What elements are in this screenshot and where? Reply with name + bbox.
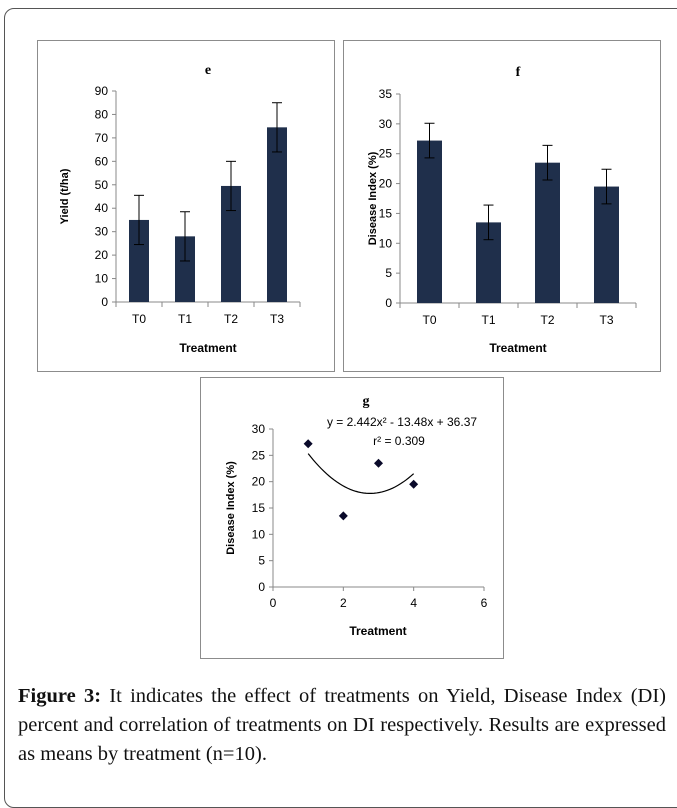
x-tick-label: T2 <box>540 313 554 327</box>
y-tick-label: 20 <box>95 248 109 262</box>
x-tick-label: 6 <box>481 596 488 610</box>
data-point <box>338 511 348 521</box>
y-tick-label: 0 <box>385 296 392 310</box>
y-tick-label: 0 <box>101 295 108 309</box>
disease-index-bar-chart: f 0 5 10 15 20 25 30 35 T0 T1 T2 T3 Treatment Disease … <box>367 65 637 355</box>
y-tick-label: 50 <box>95 178 109 192</box>
bar-t3 <box>594 186 619 303</box>
y-tick-label: 35 <box>379 87 393 101</box>
y-tick-label: 90 <box>95 84 109 98</box>
x-tick-label: T1 <box>481 313 495 327</box>
y-tick-label: 30 <box>252 422 266 436</box>
y-tick-label: 10 <box>379 236 393 250</box>
y-tick-label: 70 <box>95 131 109 145</box>
chart-title: e <box>205 63 211 78</box>
bar-t2 <box>535 162 560 303</box>
data-point <box>303 439 313 449</box>
data-point <box>409 479 419 489</box>
y-axis-label: Disease Index (%) <box>225 461 237 555</box>
x-tick-label: 2 <box>340 596 347 610</box>
x-tick-label: T0 <box>422 313 436 327</box>
x-tick-label: T1 <box>178 312 192 326</box>
chart-panel-f: f 0 5 10 15 20 25 30 35 T0 T1 T2 T3 Treatment Disease … <box>343 40 661 372</box>
y-tick-label: 20 <box>252 475 266 489</box>
y-tick-label: 40 <box>95 201 109 215</box>
yield-bar-chart: e 0 10 20 30 40 50 60 70 80 90 T0 T1 T2 T3 Treatment Yie… <box>59 63 301 355</box>
x-tick-label: T0 <box>132 312 146 326</box>
r-squared-label: r² = 0.309 <box>373 434 425 448</box>
trendline <box>307 453 415 495</box>
y-tick-label: 5 <box>258 554 265 568</box>
y-tick-label: 60 <box>95 154 109 168</box>
y-tick-label: 10 <box>95 272 109 286</box>
bar-t3 <box>267 127 287 302</box>
bar-t0 <box>129 219 149 302</box>
disease-index-scatter-chart: g 0 5 10 15 20 25 30 0 2 4 6 y = 2.442x² - 13.48x + … <box>225 394 488 638</box>
x-axis-label: Treatment <box>489 341 546 355</box>
y-tick-label: 20 <box>379 177 393 191</box>
x-axis-label: Treatment <box>349 624 406 638</box>
y-tick-label: 10 <box>252 527 266 541</box>
y-axis-label: Disease Index (%) <box>367 151 379 245</box>
y-tick-label: 80 <box>95 107 109 121</box>
bar-t1 <box>175 236 195 302</box>
y-tick-label: 5 <box>385 266 392 280</box>
figure-caption: Figure 3: It indicates the effect of tre… <box>18 682 666 769</box>
y-axis-label: Yield (t/ha) <box>59 168 71 224</box>
y-tick-label: 30 <box>95 225 109 239</box>
x-tick-label: T3 <box>270 312 284 326</box>
bar-t0 <box>417 140 442 303</box>
data-point <box>374 458 383 468</box>
y-tick-label: 25 <box>379 147 393 161</box>
trendline-equation: y = 2.442x² - 13.48x + 36.37 <box>327 415 477 429</box>
bar-t2 <box>221 185 241 302</box>
x-tick-label: 4 <box>410 596 417 610</box>
chart-panel-e: e 0 10 20 30 40 50 60 70 80 90 T0 T1 T2 T3 Treatment Yie… <box>37 40 335 372</box>
figure-label: Figure 3: <box>18 685 102 707</box>
y-tick-label: 0 <box>258 580 265 594</box>
chart-title: g <box>363 394 370 409</box>
caption-text: It indicates the effect of treatments on… <box>18 685 666 765</box>
x-tick-label: 0 <box>270 596 277 610</box>
y-tick-label: 15 <box>252 501 266 515</box>
x-tick-label: T2 <box>224 312 238 326</box>
y-tick-label: 25 <box>252 448 266 462</box>
x-tick-label: T3 <box>599 313 613 327</box>
y-tick-label: 30 <box>379 117 393 131</box>
x-axis-label: Treatment <box>179 341 236 355</box>
chart-panel-g: g 0 5 10 15 20 25 30 0 2 4 6 y = 2.442x² - 13.48x + … <box>200 377 504 659</box>
y-tick-label: 15 <box>379 206 393 220</box>
chart-title: f <box>516 65 521 80</box>
